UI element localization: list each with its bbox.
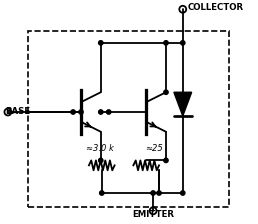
Circle shape xyxy=(181,41,185,45)
Text: COLLECTOR: COLLECTOR xyxy=(188,3,244,12)
Circle shape xyxy=(164,41,168,45)
Circle shape xyxy=(151,191,155,195)
Text: ≈3.0 k: ≈3.0 k xyxy=(86,144,114,153)
Text: ≈25: ≈25 xyxy=(145,144,163,153)
Circle shape xyxy=(99,110,103,114)
Circle shape xyxy=(181,191,185,195)
Circle shape xyxy=(71,110,75,114)
Polygon shape xyxy=(174,92,192,116)
Text: BASE: BASE xyxy=(5,107,30,116)
Circle shape xyxy=(99,41,103,45)
Circle shape xyxy=(79,110,83,114)
Circle shape xyxy=(157,191,161,195)
Circle shape xyxy=(164,90,168,94)
Text: EMITTER: EMITTER xyxy=(132,210,174,219)
Circle shape xyxy=(100,191,104,195)
Circle shape xyxy=(107,110,111,114)
Circle shape xyxy=(99,158,103,163)
Circle shape xyxy=(164,158,168,163)
